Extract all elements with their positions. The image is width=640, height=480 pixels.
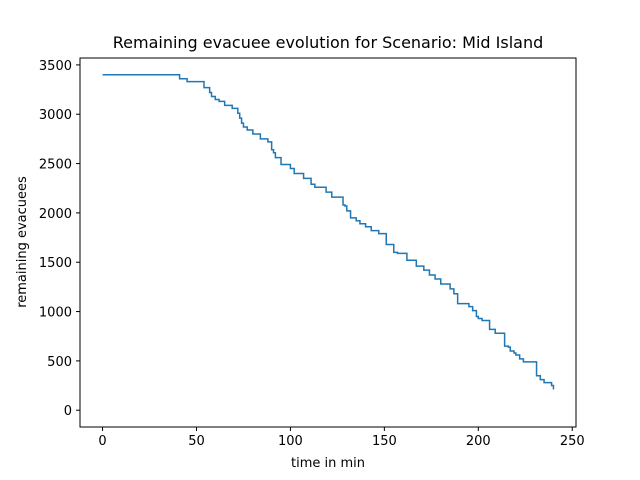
y-tick-label: 3000 (39, 108, 72, 123)
chart-title: Remaining evacuee evolution for Scenario… (113, 33, 544, 52)
y-axis-title: remaining evacuees (15, 176, 30, 308)
axis-ticks: 0 50 100 150 200 2500500100015002000250030003… (39, 59, 585, 449)
plot-frame (79, 57, 577, 428)
x-tick-label: 200 (466, 434, 491, 449)
y-tick-label: 3500 (39, 59, 72, 74)
plot-area (102, 74, 555, 390)
y-tick-label: 0 (64, 404, 72, 419)
x-tick-label: 50 (188, 434, 205, 449)
x-tick-label: 100 (278, 434, 303, 449)
y-tick-label: 1000 (39, 306, 72, 321)
x-tick-label: 150 (372, 434, 397, 449)
y-tick-label: 500 (47, 355, 72, 370)
x-tick-label: 250 (560, 434, 585, 449)
y-tick-label: 1500 (39, 256, 72, 271)
x-tick-label: 0 (98, 434, 106, 449)
remaining-evacuees-line (102, 74, 555, 390)
x-axis-title: time in min (291, 456, 365, 471)
y-tick-label: 2500 (39, 158, 72, 173)
y-tick-label: 2000 (39, 207, 72, 222)
